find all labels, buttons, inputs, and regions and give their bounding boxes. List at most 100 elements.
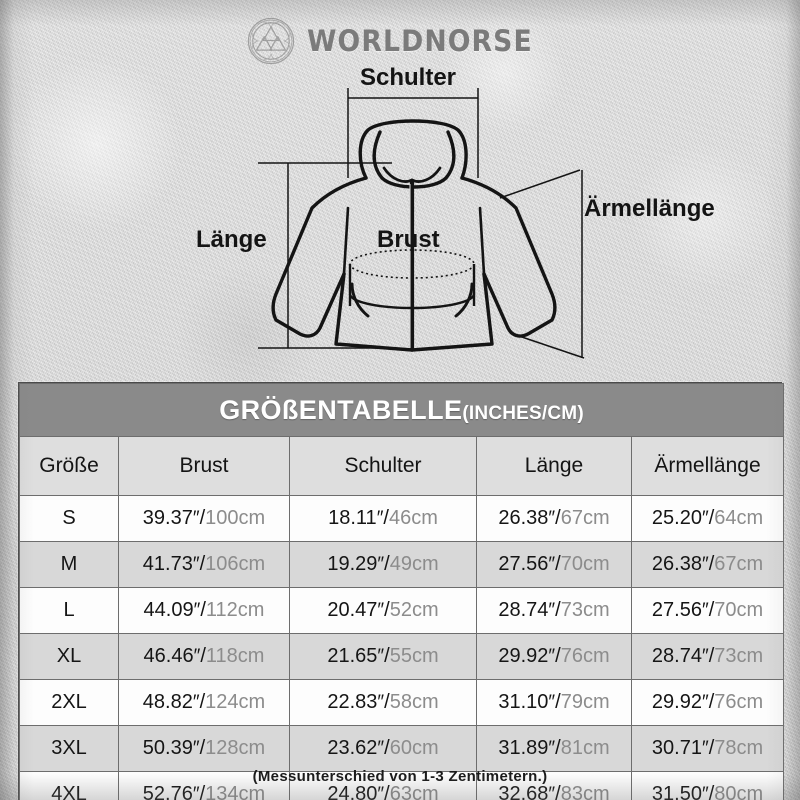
value-inches: 48.82: [142, 691, 193, 713]
value-inches: 23.62: [327, 737, 378, 759]
dimension-label-shoulder: Schulter: [360, 64, 457, 91]
value-centimeters: 81cm: [560, 737, 610, 759]
table-row: XL 46.46″/118cm 21.65″/55cm 29.92″/76cm 28.7…: [19, 633, 785, 680]
value-inches: 32.68: [498, 783, 549, 800]
inch-mark: ″: [192, 738, 200, 759]
cell-chest: 44.09″/112cm: [118, 587, 290, 634]
unit-separator: /: [555, 783, 561, 800]
inch-mark: ″: [701, 784, 709, 800]
table-row: S 39.37″/100cm 18.11″/46cm 26.38″/67cm 25.20…: [19, 495, 785, 542]
value-inches: 22.83: [327, 691, 378, 713]
table-row: 2XL 48.82″/124cm 22.83″/58cm 31.10″/79cm 29.…: [19, 679, 785, 726]
value-inches: 52.76: [142, 783, 193, 800]
inch-mark: ″: [548, 738, 556, 759]
cell-sleeve: 27.56″/70cm: [630, 587, 785, 634]
cell-length: 27.56″/70cm: [476, 541, 632, 588]
inch-mark: ″: [548, 554, 556, 575]
value-centimeters: 58cm: [389, 691, 439, 713]
unit-separator: /: [555, 599, 561, 621]
table-column-headers: Größe Brust Schulter Länge Ärmellänge: [19, 436, 785, 496]
value-inches: 31.50: [651, 783, 702, 800]
cell-length: 31.10″/79cm: [476, 679, 632, 726]
table-row: M 41.73″/106cm 19.29″/49cm 27.56″/70cm 26.38…: [19, 541, 785, 588]
value-centimeters: 106cm: [205, 553, 266, 575]
inch-mark: ″: [377, 554, 385, 575]
unit-separator: /: [555, 553, 561, 575]
unit-separator: /: [384, 553, 390, 575]
unit-separator: /: [200, 645, 206, 667]
value-inches: 26.38: [651, 553, 702, 575]
value-inches: 20.47: [327, 599, 378, 621]
dimension-label-chest: Brust: [377, 226, 440, 253]
inch-mark: ″: [701, 692, 709, 713]
value-inches: 50.39: [142, 737, 193, 759]
cell-length: 29.92″/76cm: [476, 633, 632, 680]
unit-separator: /: [708, 645, 715, 667]
inch-mark: ″: [193, 600, 201, 621]
cell-size: L: [19, 587, 119, 634]
value-centimeters: 112cm: [205, 599, 265, 621]
column-header-row: Größe Brust Schulter Länge Ärmellänge: [19, 436, 785, 496]
value-inches: 25.20: [651, 507, 702, 529]
cell-shoulder: 21.65″/55cm: [289, 633, 477, 680]
value-centimeters: 46cm: [388, 507, 438, 529]
unit-separator: /: [555, 691, 561, 713]
inch-mark: ″: [377, 646, 385, 667]
inch-mark: ″: [377, 600, 385, 621]
cell-length: 31.89″/81cm: [476, 725, 632, 772]
brand-header: WORLDNORSE: [0, 12, 800, 70]
value-centimeters: 70cm: [714, 599, 764, 621]
value-inches: 27.56: [651, 599, 702, 621]
inch-mark: ″: [376, 508, 384, 529]
measurement-footnote: (Messunterschied von 1-3 Zentimetern.): [252, 768, 548, 785]
value-centimeters: 134cm: [205, 783, 266, 800]
value-centimeters: 52cm: [389, 599, 439, 621]
table-body: S 39.37″/100cm 18.11″/46cm 26.38″/67cm 25.20…: [19, 495, 785, 800]
unit-separator: /: [708, 691, 715, 713]
cell-chest: 46.46″/118cm: [118, 633, 290, 680]
value-centimeters: 55cm: [389, 645, 439, 667]
value-centimeters: 73cm: [560, 599, 610, 621]
cell-sleeve: 31.50″/80cm: [630, 771, 785, 800]
unit-separator: /: [199, 737, 206, 759]
size-table: GRÖßENTABELLE(INCHES/CM) Größe Brust Sch…: [18, 383, 785, 800]
cell-size: 4XL: [19, 771, 119, 800]
value-centimeters: 63cm: [389, 783, 439, 800]
inch-mark: ″: [192, 784, 200, 800]
dimension-label-length: Länge: [196, 226, 267, 253]
value-centimeters: 60cm: [389, 737, 439, 759]
unit-separator: /: [384, 691, 390, 713]
value-inches: 31.89: [498, 737, 549, 759]
cell-shoulder: 20.47″/52cm: [289, 587, 477, 634]
table-row: 4XL 52.76″/134cm 24.80″/63cm 32.68″/83cm 31.…: [19, 771, 785, 800]
value-inches: 30.71: [651, 737, 702, 759]
value-inches: 46.46: [143, 645, 194, 667]
value-inches: 28.74: [498, 599, 549, 621]
unit-separator: /: [384, 737, 390, 759]
cell-sleeve: 29.92″/76cm: [630, 679, 785, 726]
cell-chest: 39.37″/100cm: [118, 495, 290, 542]
brand-name: WORLDNORSE: [307, 24, 534, 58]
cell-length: 26.38″/67cm: [476, 495, 632, 542]
inch-mark: ″: [548, 692, 556, 713]
value-inches: 31.10: [498, 691, 549, 713]
cell-sleeve: 30.71″/78cm: [630, 725, 785, 772]
column-header-sleeve: Ärmellänge: [630, 436, 785, 496]
unit-separator: /: [199, 507, 206, 529]
cell-length: 28.74″/73cm: [476, 587, 632, 634]
inch-mark: ″: [377, 784, 385, 800]
cell-shoulder: 23.62″/60cm: [289, 725, 477, 772]
unit-separator: /: [199, 553, 206, 575]
value-inches: 19.29: [327, 553, 378, 575]
column-header-chest: Brust: [118, 436, 290, 496]
unit-separator: /: [708, 783, 715, 800]
value-centimeters: 80cm: [714, 783, 764, 800]
cell-sleeve: 25.20″/64cm: [630, 495, 785, 542]
jacket-outline: [271, 176, 557, 352]
inch-mark: ″: [701, 508, 709, 529]
column-header-length: Länge: [476, 436, 632, 496]
value-centimeters: 67cm: [560, 507, 610, 529]
value-centimeters: 118cm: [205, 645, 265, 667]
unit-separator: /: [708, 553, 715, 575]
